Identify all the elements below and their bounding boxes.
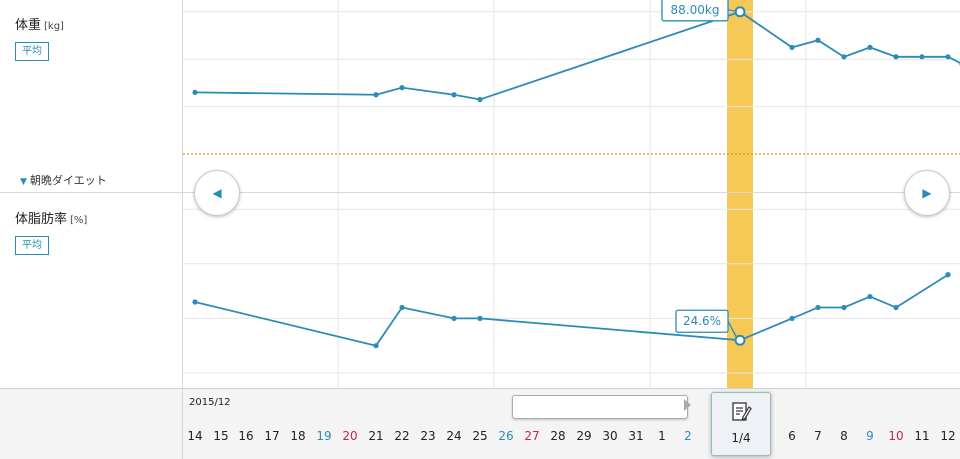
diet-mode-select[interactable]: ▼ 朝晩ダイエット xyxy=(20,174,107,187)
arrow-left-icon: ◀ xyxy=(212,186,222,200)
data-point xyxy=(945,272,951,278)
comment-box-tail xyxy=(684,399,691,411)
data-point xyxy=(789,44,795,50)
day-label[interactable]: 25 xyxy=(472,429,488,443)
memo-edit-icon xyxy=(732,402,752,421)
day-label[interactable]: 15 xyxy=(213,429,229,443)
fat-average-badge[interactable]: 平均 xyxy=(15,236,49,255)
day-label[interactable]: 31 xyxy=(628,429,644,443)
series-line xyxy=(194,10,960,101)
day-label[interactable]: 9 xyxy=(866,429,874,443)
day-label[interactable]: 17 xyxy=(264,429,280,443)
date-timeline: 2015/12 14 15 16 17 18 19 20 21 22 23 24 25 26 27 28 29… xyxy=(0,388,960,459)
sidebar xyxy=(0,0,183,388)
data-point xyxy=(451,315,457,321)
prev-period-button[interactable]: ◀ xyxy=(194,170,240,216)
tooltip-box xyxy=(675,309,729,333)
fat-chart-title: 体脂肪率 [%] xyxy=(15,212,88,227)
day-label[interactable]: 7 xyxy=(814,429,822,443)
data-point xyxy=(945,54,951,60)
data-point xyxy=(815,37,821,43)
day-label[interactable]: 14 xyxy=(187,429,203,443)
day-label[interactable]: 20 xyxy=(342,429,358,443)
tooltip-pointer xyxy=(727,9,738,13)
value-tooltip: 24.6% xyxy=(675,309,738,339)
tooltip-value: 24.6% xyxy=(683,314,721,328)
day-label[interactable]: 27 xyxy=(524,429,540,443)
day-label[interactable]: 21 xyxy=(368,429,384,443)
weight-chart-title: 体重 [kg] xyxy=(15,18,64,33)
data-point xyxy=(451,92,457,98)
day-label[interactable]: 16 xyxy=(238,429,254,443)
day-label[interactable]: 12 xyxy=(940,429,956,443)
day-label[interactable]: 26 xyxy=(498,429,514,443)
data-point xyxy=(893,54,899,60)
value-tooltip: 88.00kg xyxy=(661,0,738,22)
series-line xyxy=(194,273,949,347)
data-point xyxy=(399,85,405,91)
data-point xyxy=(815,304,821,311)
data-point xyxy=(373,92,379,98)
data-point xyxy=(919,54,925,60)
day-label[interactable]: 11 xyxy=(914,429,930,443)
next-period-button[interactable]: ▶ xyxy=(904,170,950,216)
data-point xyxy=(893,304,899,311)
day-label[interactable]: 23 xyxy=(420,429,436,443)
timeline-left-blank xyxy=(0,389,183,459)
tooltip-value: 88.00kg xyxy=(671,3,720,17)
day-label[interactable]: 10 xyxy=(888,429,904,443)
weight-average-badge[interactable]: 平均 xyxy=(15,42,49,61)
day-label[interactable]: 28 xyxy=(550,429,566,443)
data-point xyxy=(373,343,379,349)
data-point xyxy=(399,304,405,311)
arrow-right-icon: ▶ xyxy=(922,186,932,200)
data-point xyxy=(477,96,483,103)
selected-day-cell[interactable]: 1/4 xyxy=(711,392,771,456)
dropdown-triangle-icon: ▼ xyxy=(20,177,27,187)
tooltip-box xyxy=(661,0,729,22)
day-label[interactable]: 22 xyxy=(394,429,410,443)
data-point xyxy=(789,315,795,321)
selected-date-highlight xyxy=(727,0,753,388)
day-label[interactable]: 18 xyxy=(290,429,306,443)
day-label[interactable]: 2 xyxy=(684,429,692,443)
month-label: 2015/12 xyxy=(189,397,231,408)
day-label[interactable]: 8 xyxy=(840,429,848,443)
tooltip-pointer xyxy=(727,320,738,339)
selected-day-label: 1/4 xyxy=(731,431,751,445)
data-point xyxy=(867,44,873,50)
day-label[interactable]: 1 xyxy=(658,429,666,443)
data-point xyxy=(841,304,847,311)
day-label[interactable]: 19 xyxy=(316,429,332,443)
day-label[interactable]: 29 xyxy=(576,429,592,443)
day-label[interactable]: 24 xyxy=(446,429,462,443)
panel-divider xyxy=(0,192,960,193)
data-point xyxy=(867,293,873,300)
day-label[interactable]: 30 xyxy=(602,429,618,443)
day-label[interactable]: 6 xyxy=(788,429,796,443)
selected-data-point xyxy=(734,334,746,346)
data-point xyxy=(192,299,198,305)
data-point xyxy=(192,89,198,95)
data-point xyxy=(841,54,847,60)
comment-box[interactable] xyxy=(512,395,688,419)
data-point xyxy=(477,315,483,321)
